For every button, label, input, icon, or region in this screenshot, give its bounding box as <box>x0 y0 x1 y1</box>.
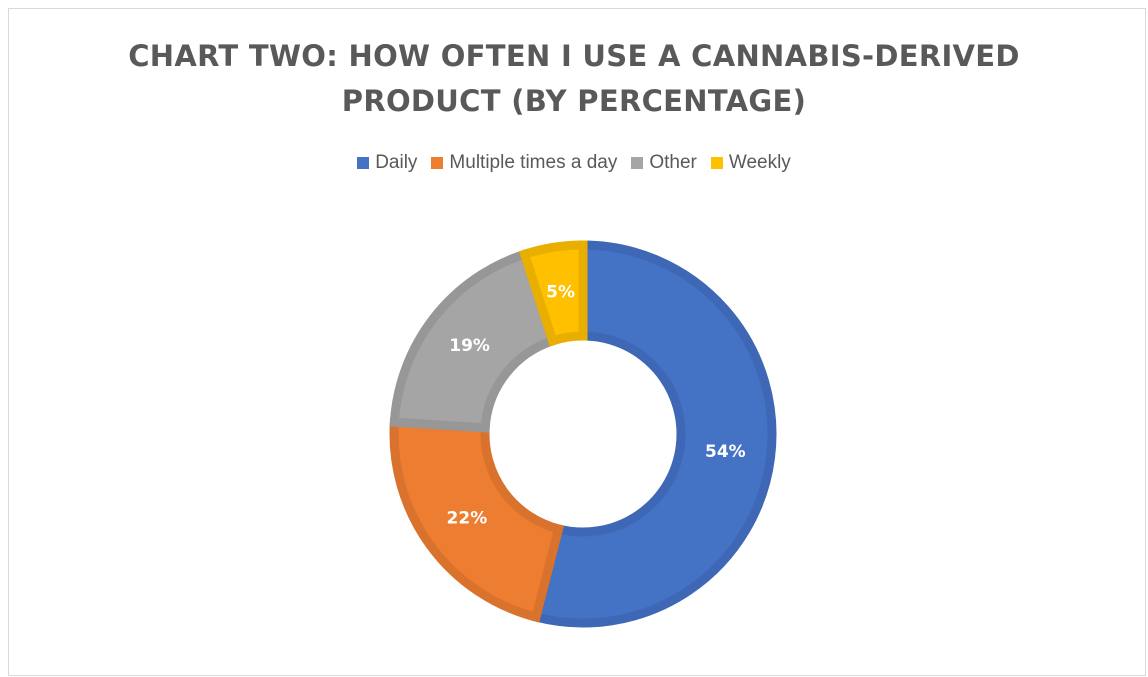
legend-swatch-weekly <box>710 157 723 169</box>
chart-title: CHART TWO: HOW OFTEN I USE A CANNABIS-DE… <box>0 34 1148 124</box>
data-label-weekly: 5% <box>546 282 575 302</box>
data-label-daily: 54% <box>705 442 746 462</box>
legend-item-multiple-times-a-day: Multiple times a day <box>431 152 617 174</box>
slice-weekly <box>518 240 588 347</box>
slice-multiple-times-a-day <box>389 417 565 623</box>
chart-title-line-1: CHART TWO: HOW OFTEN I USE A CANNABIS-DE… <box>128 39 1020 73</box>
legend-label-weekly: Weekly <box>728 152 791 173</box>
data-label-other: 19% <box>449 336 490 356</box>
legend-swatch-daily <box>357 157 370 169</box>
data-label-multiple-times-a-day: 22% <box>447 508 488 528</box>
slice-daily <box>530 240 777 628</box>
chart-title-line-2: PRODUCT (BY PERCENTAGE) <box>341 84 807 118</box>
legend-item-daily: Daily <box>357 152 417 174</box>
legend-label-daily: Daily <box>375 152 418 173</box>
legend-label-multiple-times-a-day: Multiple times a day <box>449 152 618 173</box>
legend-swatch-multiple-times-a-day <box>431 157 444 169</box>
legend-item-other: Other <box>631 152 697 174</box>
chart-legend: Daily Multiple times a day Other Weekly <box>0 152 1148 174</box>
legend-swatch-other <box>631 157 644 169</box>
legend-label-other: Other <box>649 152 697 173</box>
slice-other <box>389 248 559 433</box>
legend-item-weekly: Weekly <box>710 152 791 174</box>
